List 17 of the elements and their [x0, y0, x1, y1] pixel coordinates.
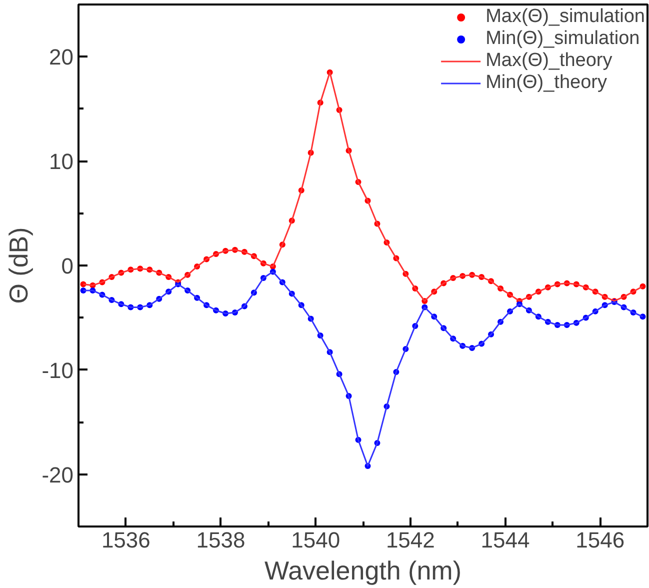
legend-label: Min(Θ)_theory — [486, 72, 607, 94]
y-tick-label: -20 — [42, 462, 74, 488]
y-axis-title: Θ (dB) — [4, 227, 34, 304]
x-tick-label: 1546 — [576, 528, 625, 552]
x-tick-label: 1538 — [196, 528, 246, 552]
y-tick-label: 0 — [61, 254, 74, 278]
x-tick-label: 1540 — [291, 528, 340, 552]
y-tick-label: 20 — [49, 44, 74, 70]
legend-label: Min(Θ)_simulation — [486, 28, 640, 50]
x-tick-label: 1542 — [386, 528, 435, 552]
y-tick-label: -10 — [42, 358, 74, 383]
x-tick-label: 1536 — [101, 528, 150, 552]
x-tick-label: 1544 — [480, 528, 530, 552]
legend-label: Max(Θ)_simulation — [486, 6, 645, 28]
y-tick-label: 10 — [49, 149, 74, 174]
x-axis-title: Wavelength (nm) — [264, 556, 462, 586]
legend-label: Max(Θ)_theory — [486, 50, 612, 72]
